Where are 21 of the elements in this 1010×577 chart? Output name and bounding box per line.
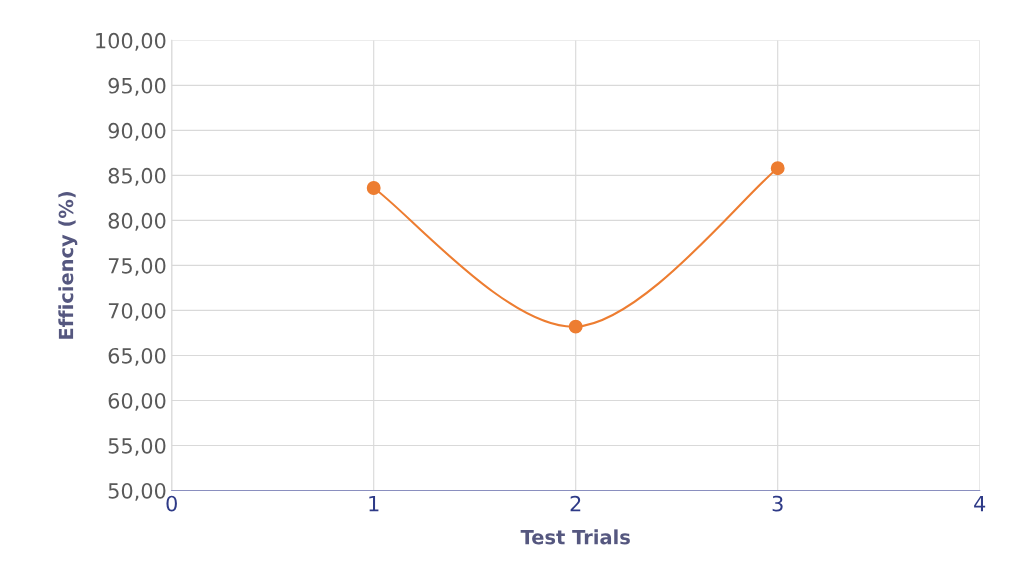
y-tick-label: 95,00 (108, 77, 166, 96)
point (770, 161, 785, 176)
y-tick-label: 65,00 (108, 347, 166, 366)
y-tick-label: 85,00 (108, 167, 166, 186)
y-tick-label: 50,00 (108, 482, 166, 501)
y-tick-label: 100,00 (96, 32, 166, 51)
y-tick-label: 80,00 (108, 212, 166, 231)
x-axis-title: Test Trials (520, 529, 630, 545)
y-tick-label: 70,00 (108, 302, 166, 321)
x-tick-label: 4 (974, 495, 986, 512)
y-tick-label: 60,00 (108, 392, 166, 411)
x-tick-label: 2 (570, 495, 581, 512)
y-tick-label: 90,00 (108, 122, 166, 141)
x-tick-label: 1 (369, 495, 379, 512)
y-tick-label: 75,00 (108, 257, 166, 276)
point (366, 181, 381, 195)
y-tick-label: 55,00 (108, 437, 166, 456)
point (568, 319, 583, 334)
y-axis-title: Efficiency (%) (58, 191, 78, 339)
x-tick-label: 3 (772, 495, 783, 512)
x-tick-label: 0 (166, 495, 177, 512)
